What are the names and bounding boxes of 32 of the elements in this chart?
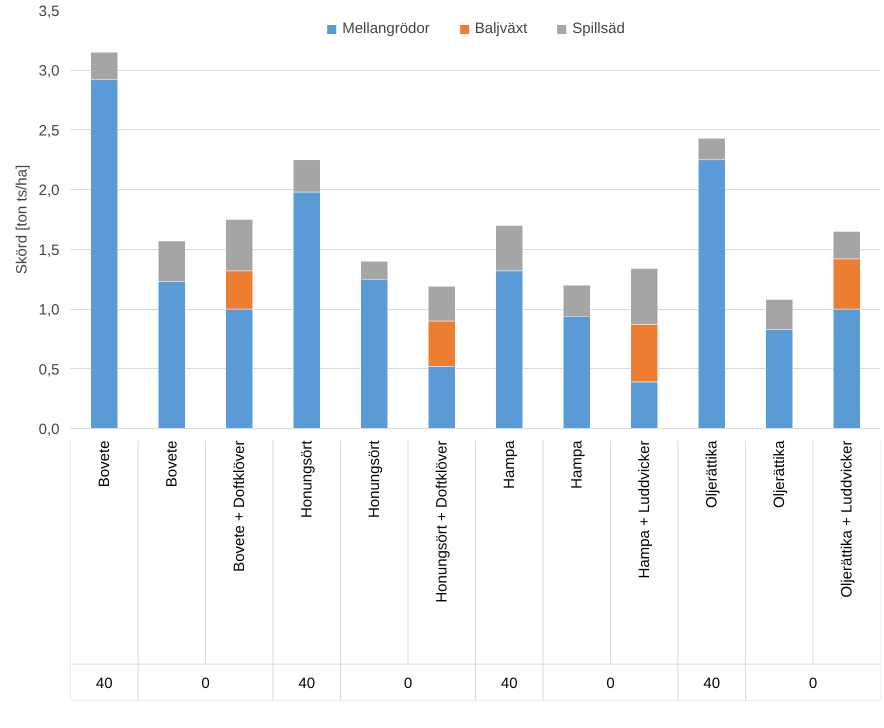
text: 0 bbox=[808, 674, 818, 692]
x-tick-label: Honungsört + Doftklöver bbox=[433, 440, 450, 603]
legend-label: Baljväxt bbox=[474, 20, 528, 37]
text: 0 bbox=[404, 674, 412, 692]
text: 40 bbox=[96, 674, 113, 692]
y-tick-label: 1,5 bbox=[38, 242, 60, 259]
x-tick-label: Bovete bbox=[96, 440, 113, 488]
text: 40 bbox=[298, 674, 316, 692]
x-tick-label: Hampa bbox=[568, 440, 586, 489]
x-tick-label: Oljerättika + Luddvicker bbox=[838, 440, 856, 598]
y-tick-label: 2,0 bbox=[38, 182, 60, 200]
x-tick-label: Hampa + Luddvicker bbox=[636, 440, 653, 578]
y-tick-label: 0,0 bbox=[38, 421, 60, 438]
text: 0 bbox=[201, 674, 210, 692]
x-tick-label: Honungsört bbox=[298, 440, 316, 518]
y-tick-label: 3,5 bbox=[38, 3, 60, 20]
x-tick-label: Oljerättika bbox=[770, 440, 788, 508]
y-tick-label: 3,0 bbox=[38, 62, 60, 80]
x-tick-label: Bovete bbox=[163, 440, 180, 488]
text: 40 bbox=[703, 674, 720, 692]
y-axis-title: Skörd [ton ts/ha] bbox=[14, 164, 31, 274]
text: 40 bbox=[500, 674, 518, 692]
x-tick-label: Oljerättika bbox=[703, 440, 720, 508]
legend-label: Spillsäd bbox=[572, 20, 625, 37]
y-tick-label: 2,5 bbox=[38, 122, 60, 140]
legend-label: Mellangrödor bbox=[342, 20, 430, 37]
text: 0 bbox=[606, 674, 615, 692]
y-tick-label: 1,0 bbox=[38, 302, 60, 319]
x-tick-label: Bovete + Doftklöver bbox=[230, 440, 248, 572]
x-tick-label: Hampa bbox=[500, 440, 518, 489]
y-tick-label: 0,5 bbox=[38, 361, 60, 378]
x-tick-label: Honungsört bbox=[366, 440, 383, 518]
